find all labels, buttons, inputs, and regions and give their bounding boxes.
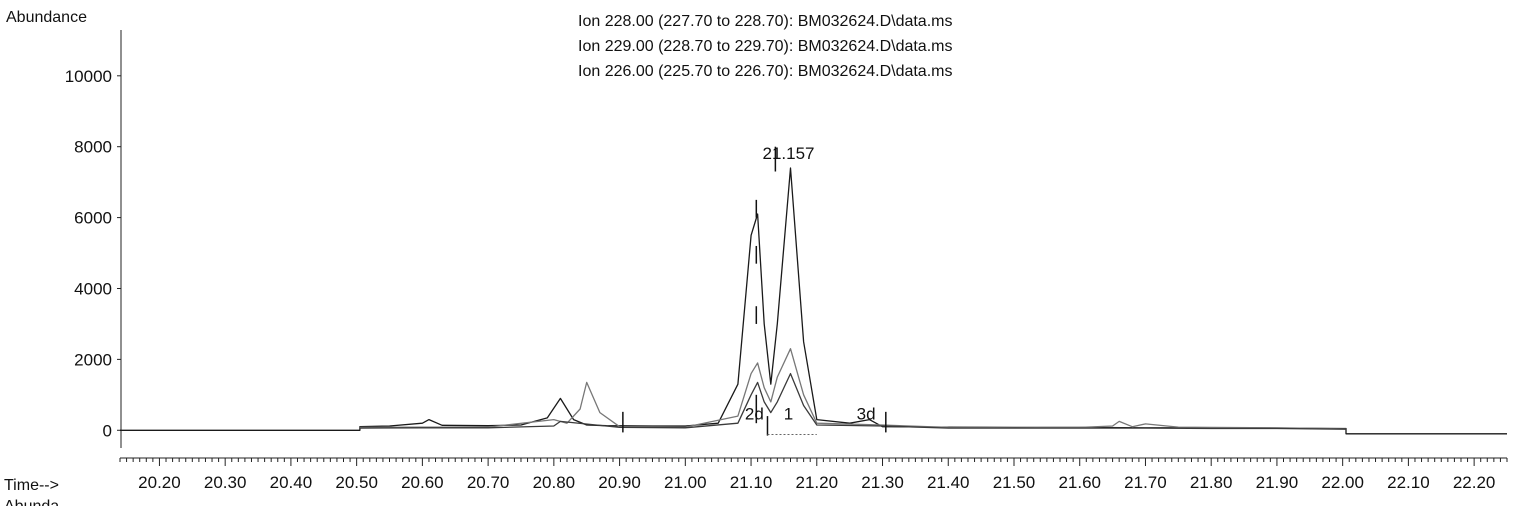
x-tick-label: 21.50 xyxy=(993,473,1036,492)
x-tick-label: 21.00 xyxy=(664,473,707,492)
y-axis-title: Abundance xyxy=(6,9,87,26)
y-tick-label: 10000 xyxy=(65,67,112,86)
ion-trace-3 xyxy=(359,372,1347,430)
legend-entry-3: Ion 226.00 (225.70 to 226.70): BM032624.… xyxy=(578,63,952,80)
x-tick-label: 21.90 xyxy=(1256,473,1299,492)
x-tick-label: 20.50 xyxy=(335,473,378,492)
x-tick-label: 22.20 xyxy=(1453,473,1496,492)
x-tick-label: 20.30 xyxy=(204,473,247,492)
legend: Ion 228.00 (227.70 to 228.70): BM032624.… xyxy=(578,13,952,80)
peak-label: 1 xyxy=(784,405,793,424)
peak-label: 2d xyxy=(745,405,764,424)
y-tick-label: 8000 xyxy=(74,138,112,157)
y-tick-label: 2000 xyxy=(74,350,112,369)
y-tick-label: 0 xyxy=(103,421,112,440)
x-tick-label: 22.00 xyxy=(1321,473,1364,492)
x-axis: 20.20 20.30 20.40 20.50 20.60 20.70 20.80 20.90… xyxy=(119,457,1508,492)
x-tick-label: 20.20 xyxy=(138,473,181,492)
x-tick-label: 21.30 xyxy=(861,473,904,492)
x-tick-label: 20.80 xyxy=(533,473,576,492)
x-tick-label: 21.20 xyxy=(796,473,839,492)
x-axis-title: Time--> xyxy=(4,477,59,494)
bottom-cut-label: Abunda xyxy=(4,498,59,506)
x-tick-label: 20.60 xyxy=(401,473,444,492)
x-tick-label: 20.90 xyxy=(598,473,641,492)
x-tick-label: 20.40 xyxy=(270,473,313,492)
y-tick-label: 6000 xyxy=(74,209,112,228)
ion-trace-1 xyxy=(120,167,1507,435)
ion-trace-2 xyxy=(359,348,1347,430)
legend-entry-1: Ion 228.00 (227.70 to 228.70): BM032624.… xyxy=(578,13,952,30)
x-tick-label: 21.70 xyxy=(1124,473,1167,492)
x-tick-label: 21.40 xyxy=(927,473,970,492)
peak-label-group: 21.157 2d 1 3d xyxy=(745,144,876,424)
x-tick-label: 22.10 xyxy=(1387,473,1430,492)
trace-group xyxy=(120,167,1507,435)
legend-entry-2: Ion 229.00 (228.70 to 229.70): BM032624.… xyxy=(578,38,952,55)
y-tick-label: 4000 xyxy=(74,279,112,298)
peak-label: 21.157 xyxy=(763,144,815,163)
y-axis: 0 2000 4000 6000 8000 10000 xyxy=(65,30,122,448)
x-tick-label: 21.10 xyxy=(730,473,773,492)
peak-label: 3d xyxy=(857,405,876,424)
x-tick-label: 20.70 xyxy=(467,473,510,492)
integration-marker-group xyxy=(622,146,887,436)
x-tick-label: 21.60 xyxy=(1058,473,1101,492)
x-tick-label: 21.80 xyxy=(1190,473,1233,492)
